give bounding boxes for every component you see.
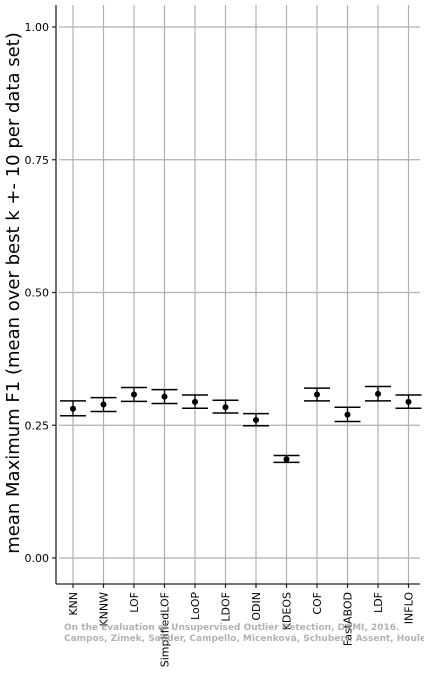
mean-point-7 bbox=[283, 456, 290, 463]
grid-lines bbox=[59, 5, 420, 584]
watermark: On the Evaluation of Unsupervised Outlie… bbox=[64, 623, 424, 644]
mean-point-11 bbox=[405, 398, 412, 405]
x-tick-label-1: KNNW bbox=[98, 592, 111, 627]
x-tick-label-2: LOF bbox=[128, 592, 141, 613]
mean-point-10 bbox=[375, 390, 381, 397]
mean-point-8 bbox=[314, 391, 320, 398]
x-tick-label-5: LDOF bbox=[220, 592, 233, 622]
x-tick-label-7: KDEOS bbox=[281, 592, 294, 630]
chart-marks bbox=[60, 385, 422, 464]
x-tick-label-11: INFLO bbox=[403, 592, 416, 625]
x-tick-label-6: ODIN bbox=[250, 592, 263, 621]
y-tick-label-0: 0.00 bbox=[25, 552, 50, 565]
mean-point-6 bbox=[253, 416, 259, 423]
y-tick-label-3: 0.75 bbox=[25, 154, 50, 167]
mean-point-0 bbox=[70, 405, 76, 412]
x-tick-label-10: LDF bbox=[372, 592, 385, 613]
mean-point-5 bbox=[222, 404, 229, 411]
mean-point-3 bbox=[161, 393, 168, 400]
mean-point-2 bbox=[131, 391, 137, 398]
axes: 0.00 0.25 0.50 0.75 1.00 KNN KNNW LOF Simplified… bbox=[25, 5, 420, 667]
x-tick-label-9: FastABOD bbox=[342, 592, 355, 646]
y-tick-label-4: 1.00 bbox=[25, 21, 50, 34]
x-tick-label-4: LoOP bbox=[189, 592, 202, 620]
mean-point-1 bbox=[100, 401, 107, 408]
x-tick-label-8: COF bbox=[311, 592, 324, 615]
y-tick-label-1: 0.25 bbox=[25, 419, 50, 432]
mean-point-9 bbox=[344, 411, 351, 418]
y-tick-label-2: 0.50 bbox=[25, 287, 50, 300]
y-axis-label: mean Maximum F1 (mean over best k +- 10 … bbox=[3, 32, 24, 554]
mean-point-4 bbox=[192, 398, 198, 405]
x-tick-label-3: SimplifiedLOF bbox=[159, 592, 172, 667]
x-tick-label-0: KNN bbox=[67, 592, 80, 616]
watermark-line-1: On the Evaluation of Unsupervised Outlie… bbox=[64, 623, 399, 633]
watermark-line-2: Campos, Zimek, Sander, Campello, Micenko… bbox=[64, 634, 424, 644]
